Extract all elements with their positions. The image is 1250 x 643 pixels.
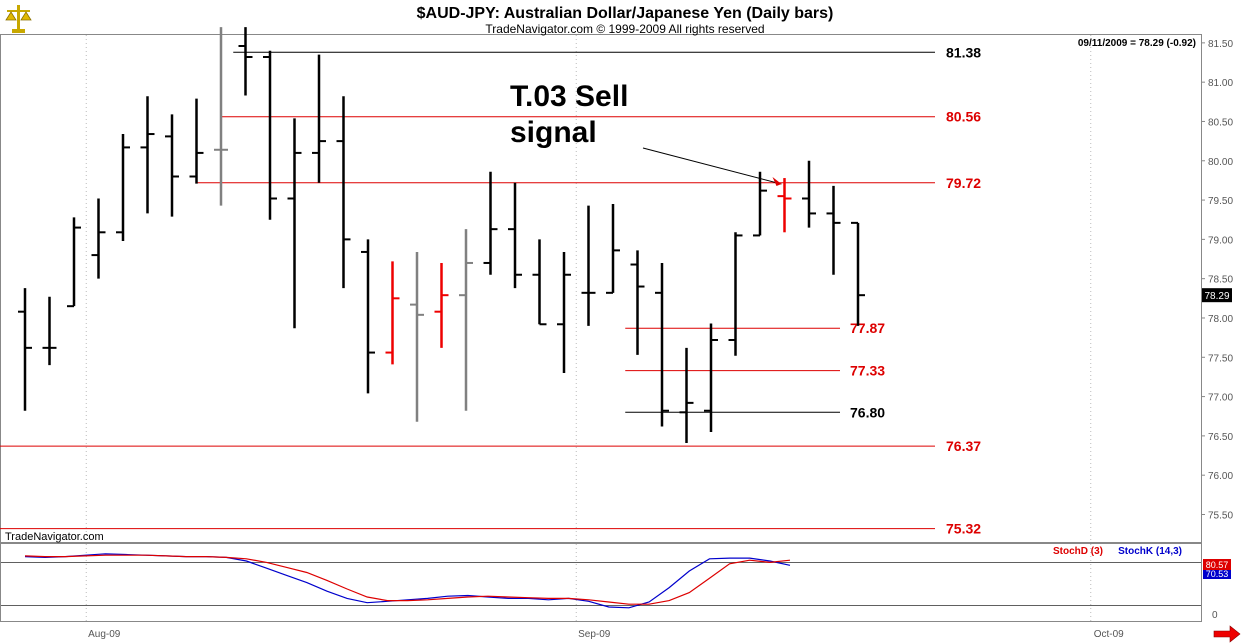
stoch-panel-frame [0, 543, 1202, 622]
ohlc-bar [214, 27, 228, 206]
ohlc-bar [67, 217, 81, 308]
stoch-grid [0, 544, 1201, 622]
ohlc-bar [606, 204, 620, 294]
level-label: 79.72 [946, 175, 981, 191]
ohlc-bar [851, 221, 865, 326]
annotation-line-1: T.03 Sell [510, 80, 628, 113]
ohlc-bar [165, 114, 179, 217]
stoch-k-value: 70.53 [1206, 569, 1229, 579]
ohlc-bar [581, 205, 596, 326]
price-tick-label: 80.00 [1208, 157, 1233, 168]
ohlc-bar [410, 251, 424, 422]
stoch-k-legend: StochK (14,3) [1118, 546, 1182, 557]
price-tick-label: 81.50 [1208, 39, 1233, 50]
stoch-d-legend: StochD (3) [1053, 546, 1103, 557]
stoch-axis-zero: 0 [1212, 610, 1218, 621]
scales-logo-icon [5, 5, 32, 33]
chart-title: $AUD-JPY: Australian Dollar/Japanese Yen… [417, 5, 834, 22]
date-tick-label: Sep-09 [578, 629, 611, 640]
stoch-d-line [24, 554, 791, 605]
price-tick-label: 77.50 [1208, 353, 1233, 364]
price-tick-label: 79.00 [1208, 235, 1233, 246]
price-tick-label: 75.50 [1208, 510, 1233, 521]
arrow-line [642, 147, 782, 185]
price-panel-frame [0, 34, 1202, 543]
ohlc-bar [287, 118, 302, 329]
stoch-value-markers: 70.53 80.57 [1203, 559, 1231, 579]
price-tick-label: 76.50 [1208, 432, 1233, 443]
last-price-label: 78.29 [1204, 291, 1229, 302]
price-tick-label: 79.50 [1208, 196, 1233, 207]
ohlc-bar [777, 178, 792, 233]
stoch-d-value: 80.57 [1206, 560, 1229, 570]
annotation-line-2: signal [510, 116, 597, 149]
last-price-marker: 78.29 [1202, 288, 1232, 303]
ohlc-bar [802, 160, 816, 228]
ohlc-bar [312, 54, 326, 183]
level-label: 75.32 [946, 521, 981, 537]
ohlc-bar [704, 323, 718, 432]
ohlc-bar [753, 171, 767, 237]
price-grid [85, 35, 1092, 542]
ohlc-bar [189, 98, 204, 184]
price-tick-label: 76.00 [1208, 471, 1233, 482]
support-resistance-levels: 81.38 80.56 79.72 77.87 77.33 76.80 76.37 75.32 [0, 44, 981, 537]
ohlc-bar [459, 229, 473, 411]
signal-arrow [642, 147, 782, 187]
ohlc-bar [42, 296, 57, 366]
ohlc-bar [557, 251, 571, 373]
ohlc-bar [679, 347, 694, 443]
price-bars [18, 27, 865, 443]
stochastic-oscillator [24, 553, 791, 609]
arrow-head [772, 177, 782, 187]
ohlc-bar [434, 262, 449, 348]
date-axis: Aug-09 Sep-09 Oct-09 [88, 629, 1124, 640]
last-quote-readout: 09/11/2009 = 78.29 (-0.92) [1078, 38, 1196, 49]
ohlc-bar [91, 198, 106, 279]
level-label: 77.87 [850, 320, 885, 336]
price-axis: 75.50 76.00 76.50 77.00 77.50 78.00 78.50 79.00… [1201, 39, 1233, 521]
price-tick-label: 77.00 [1208, 393, 1233, 404]
chart-copyright: TradeNavigator.com © 1999-2009 All right… [485, 22, 764, 36]
ohlc-bar [483, 171, 498, 275]
ohlc-bar [263, 50, 277, 220]
date-tick-label: Oct-09 [1094, 629, 1124, 640]
level-label: 76.80 [850, 404, 885, 420]
ohlc-bar [826, 185, 841, 275]
ohlc-bar [238, 27, 253, 96]
watermark: TradeNavigator.com [5, 531, 104, 543]
level-label: 81.38 [946, 44, 981, 60]
price-tick-label: 78.50 [1208, 275, 1233, 286]
ohlc-bar [116, 134, 130, 241]
ohlc-bar [18, 288, 32, 411]
price-tick-label: 81.00 [1208, 78, 1233, 89]
stoch-k-line [24, 553, 791, 609]
scroll-right-arrow-icon[interactable] [1213, 625, 1241, 643]
ohlc-bar [655, 262, 669, 427]
ohlc-bar [385, 261, 400, 365]
ohlc-bar [336, 96, 351, 289]
ohlc-bar [508, 182, 522, 289]
level-label: 80.56 [946, 109, 981, 125]
price-tick-label: 80.50 [1208, 117, 1233, 128]
level-label: 77.33 [850, 363, 885, 379]
ohlc-bar [140, 96, 155, 214]
ohlc-bar [532, 239, 547, 326]
ohlc-bar [728, 232, 743, 356]
price-tick-label: 78.00 [1208, 314, 1233, 325]
level-label: 76.37 [946, 438, 981, 454]
ohlc-bar [361, 239, 375, 394]
date-tick-label: Aug-09 [88, 629, 121, 640]
ohlc-bar [630, 250, 645, 355]
